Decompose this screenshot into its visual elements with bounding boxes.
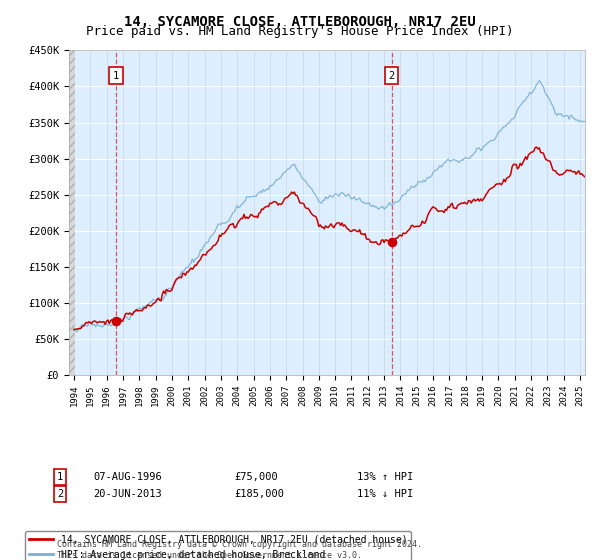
Text: 20-JUN-2013: 20-JUN-2013 — [93, 489, 162, 499]
Text: 2: 2 — [389, 71, 395, 81]
Bar — [69, 50, 75, 375]
Text: 14, SYCAMORE CLOSE, ATTLEBOROUGH, NR17 2EU: 14, SYCAMORE CLOSE, ATTLEBOROUGH, NR17 2… — [124, 15, 476, 29]
Point — [387, 237, 397, 246]
Text: Price paid vs. HM Land Registry's House Price Index (HPI): Price paid vs. HM Land Registry's House … — [86, 25, 514, 38]
Point — [112, 316, 121, 325]
Text: 1: 1 — [57, 472, 63, 482]
Text: 2: 2 — [57, 489, 63, 499]
Text: 07-AUG-1996: 07-AUG-1996 — [93, 472, 162, 482]
Text: 11% ↓ HPI: 11% ↓ HPI — [357, 489, 413, 499]
Text: 13% ↑ HPI: 13% ↑ HPI — [357, 472, 413, 482]
Text: Contains HM Land Registry data © Crown copyright and database right 2024.
This d: Contains HM Land Registry data © Crown c… — [57, 540, 422, 560]
Text: £75,000: £75,000 — [234, 472, 278, 482]
Text: 1: 1 — [113, 71, 119, 81]
Legend: 14, SYCAMORE CLOSE, ATTLEBOROUGH, NR17 2EU (detached house), HPI: Average price,: 14, SYCAMORE CLOSE, ATTLEBOROUGH, NR17 2… — [25, 531, 412, 560]
Text: £185,000: £185,000 — [234, 489, 284, 499]
